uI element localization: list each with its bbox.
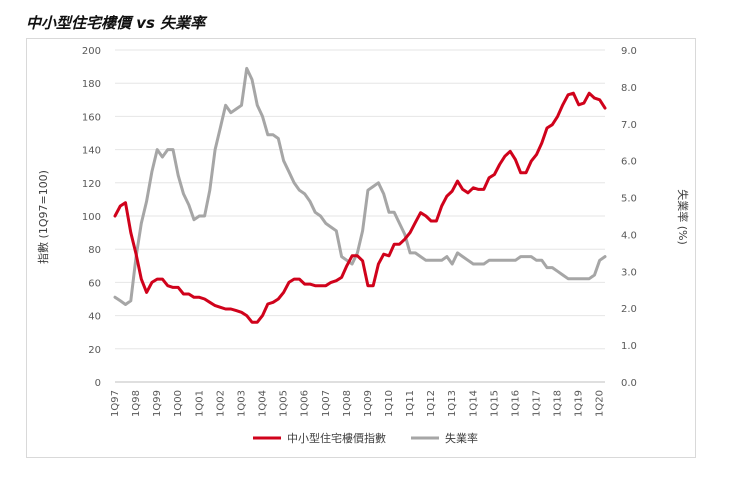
x-tick-label: 1Q99 (152, 390, 163, 417)
left-axis-title: 指數 (1Q97=100) (36, 170, 50, 264)
legend-item-unemployment-label: 失業率 (445, 431, 478, 445)
combo-line-chart: 0 20 40 60 80 100 120 140 160 180 200 0.0 1.0 2.0 3.0… (36, 46, 690, 445)
left-tick-label: 120 (82, 179, 101, 190)
left-tick-label: 140 (82, 146, 101, 157)
x-tick-label: 1Q08 (342, 390, 353, 417)
right-tick-label: 4.0 (621, 230, 637, 241)
x-tick-label: 1Q06 (300, 390, 311, 417)
x-tick-label: 1Q07 (321, 390, 332, 417)
left-tick-label: 40 (88, 312, 101, 323)
x-tick-label: 1Q20 (595, 390, 606, 417)
left-tick-label: 80 (88, 245, 101, 256)
unemployment-rate-line (113, 66, 607, 306)
x-axis-ticks: 1Q97 1Q98 1Q99 1Q00 1Q01 1Q02 1Q03 1Q04 1Q05 1Q06… (110, 390, 606, 417)
chart-frame: 0 20 40 60 80 100 120 140 160 180 200 0.0 1.0 2.0 3.0… (26, 38, 696, 458)
left-tick-label: 180 (82, 79, 101, 90)
x-tick-label: 1Q02 (215, 390, 226, 417)
x-tick-label: 1Q10 (384, 390, 395, 417)
left-tick-label: 100 (82, 212, 101, 223)
right-tick-label: 7.0 (621, 120, 637, 131)
x-tick-label: 1Q00 (173, 390, 184, 417)
x-tick-label: 1Q98 (131, 390, 142, 417)
x-tick-label: 1Q11 (405, 390, 416, 417)
gridlines (115, 49, 605, 383)
right-tick-label: 9.0 (621, 46, 637, 57)
x-tick-label: 1Q13 (447, 390, 458, 417)
x-tick-label: 1Q04 (258, 390, 269, 417)
page-title: 中小型住宅樓價 vs 失業率 (26, 14, 206, 32)
left-tick-label: 60 (88, 278, 101, 289)
legend: 中小型住宅樓價指數 失業率 (253, 431, 478, 445)
right-tick-label: 5.0 (621, 194, 637, 205)
x-tick-label: 1Q14 (468, 390, 479, 417)
right-tick-label: 0.0 (621, 378, 637, 389)
price-index-line (113, 91, 607, 324)
right-tick-label: 6.0 (621, 157, 637, 168)
legend-item-price-index-label: 中小型住宅樓價指數 (287, 431, 386, 445)
x-tick-label: 1Q16 (510, 390, 521, 417)
right-tick-label: 1.0 (621, 341, 637, 352)
right-tick-label: 3.0 (621, 267, 637, 278)
x-tick-label: 1Q03 (236, 390, 247, 417)
right-tick-label: 2.0 (621, 304, 637, 315)
x-tick-label: 1Q15 (489, 390, 500, 417)
x-tick-label: 1Q05 (279, 390, 290, 417)
left-axis-ticks: 0 20 40 60 80 100 120 140 160 180 200 (82, 46, 101, 389)
x-tick-label: 1Q12 (426, 390, 437, 417)
series-layer (113, 66, 607, 324)
right-axis-title: 失業率 (%) (676, 189, 690, 245)
right-axis-ticks: 0.0 1.0 2.0 3.0 4.0 5.0 6.0 7.0 8.0 9.0 (621, 46, 637, 389)
x-tick-label: 1Q17 (532, 390, 543, 417)
right-tick-label: 8.0 (621, 83, 637, 94)
left-tick-label: 20 (88, 345, 101, 356)
x-tick-label: 1Q01 (194, 390, 205, 417)
x-tick-label: 1Q18 (553, 390, 564, 417)
x-tick-label: 1Q09 (363, 390, 374, 417)
left-tick-label: 160 (82, 112, 101, 123)
x-tick-label: 1Q19 (574, 390, 585, 417)
left-tick-label: 0 (95, 378, 101, 389)
x-tick-label: 1Q97 (110, 390, 121, 417)
left-tick-label: 200 (82, 46, 101, 57)
